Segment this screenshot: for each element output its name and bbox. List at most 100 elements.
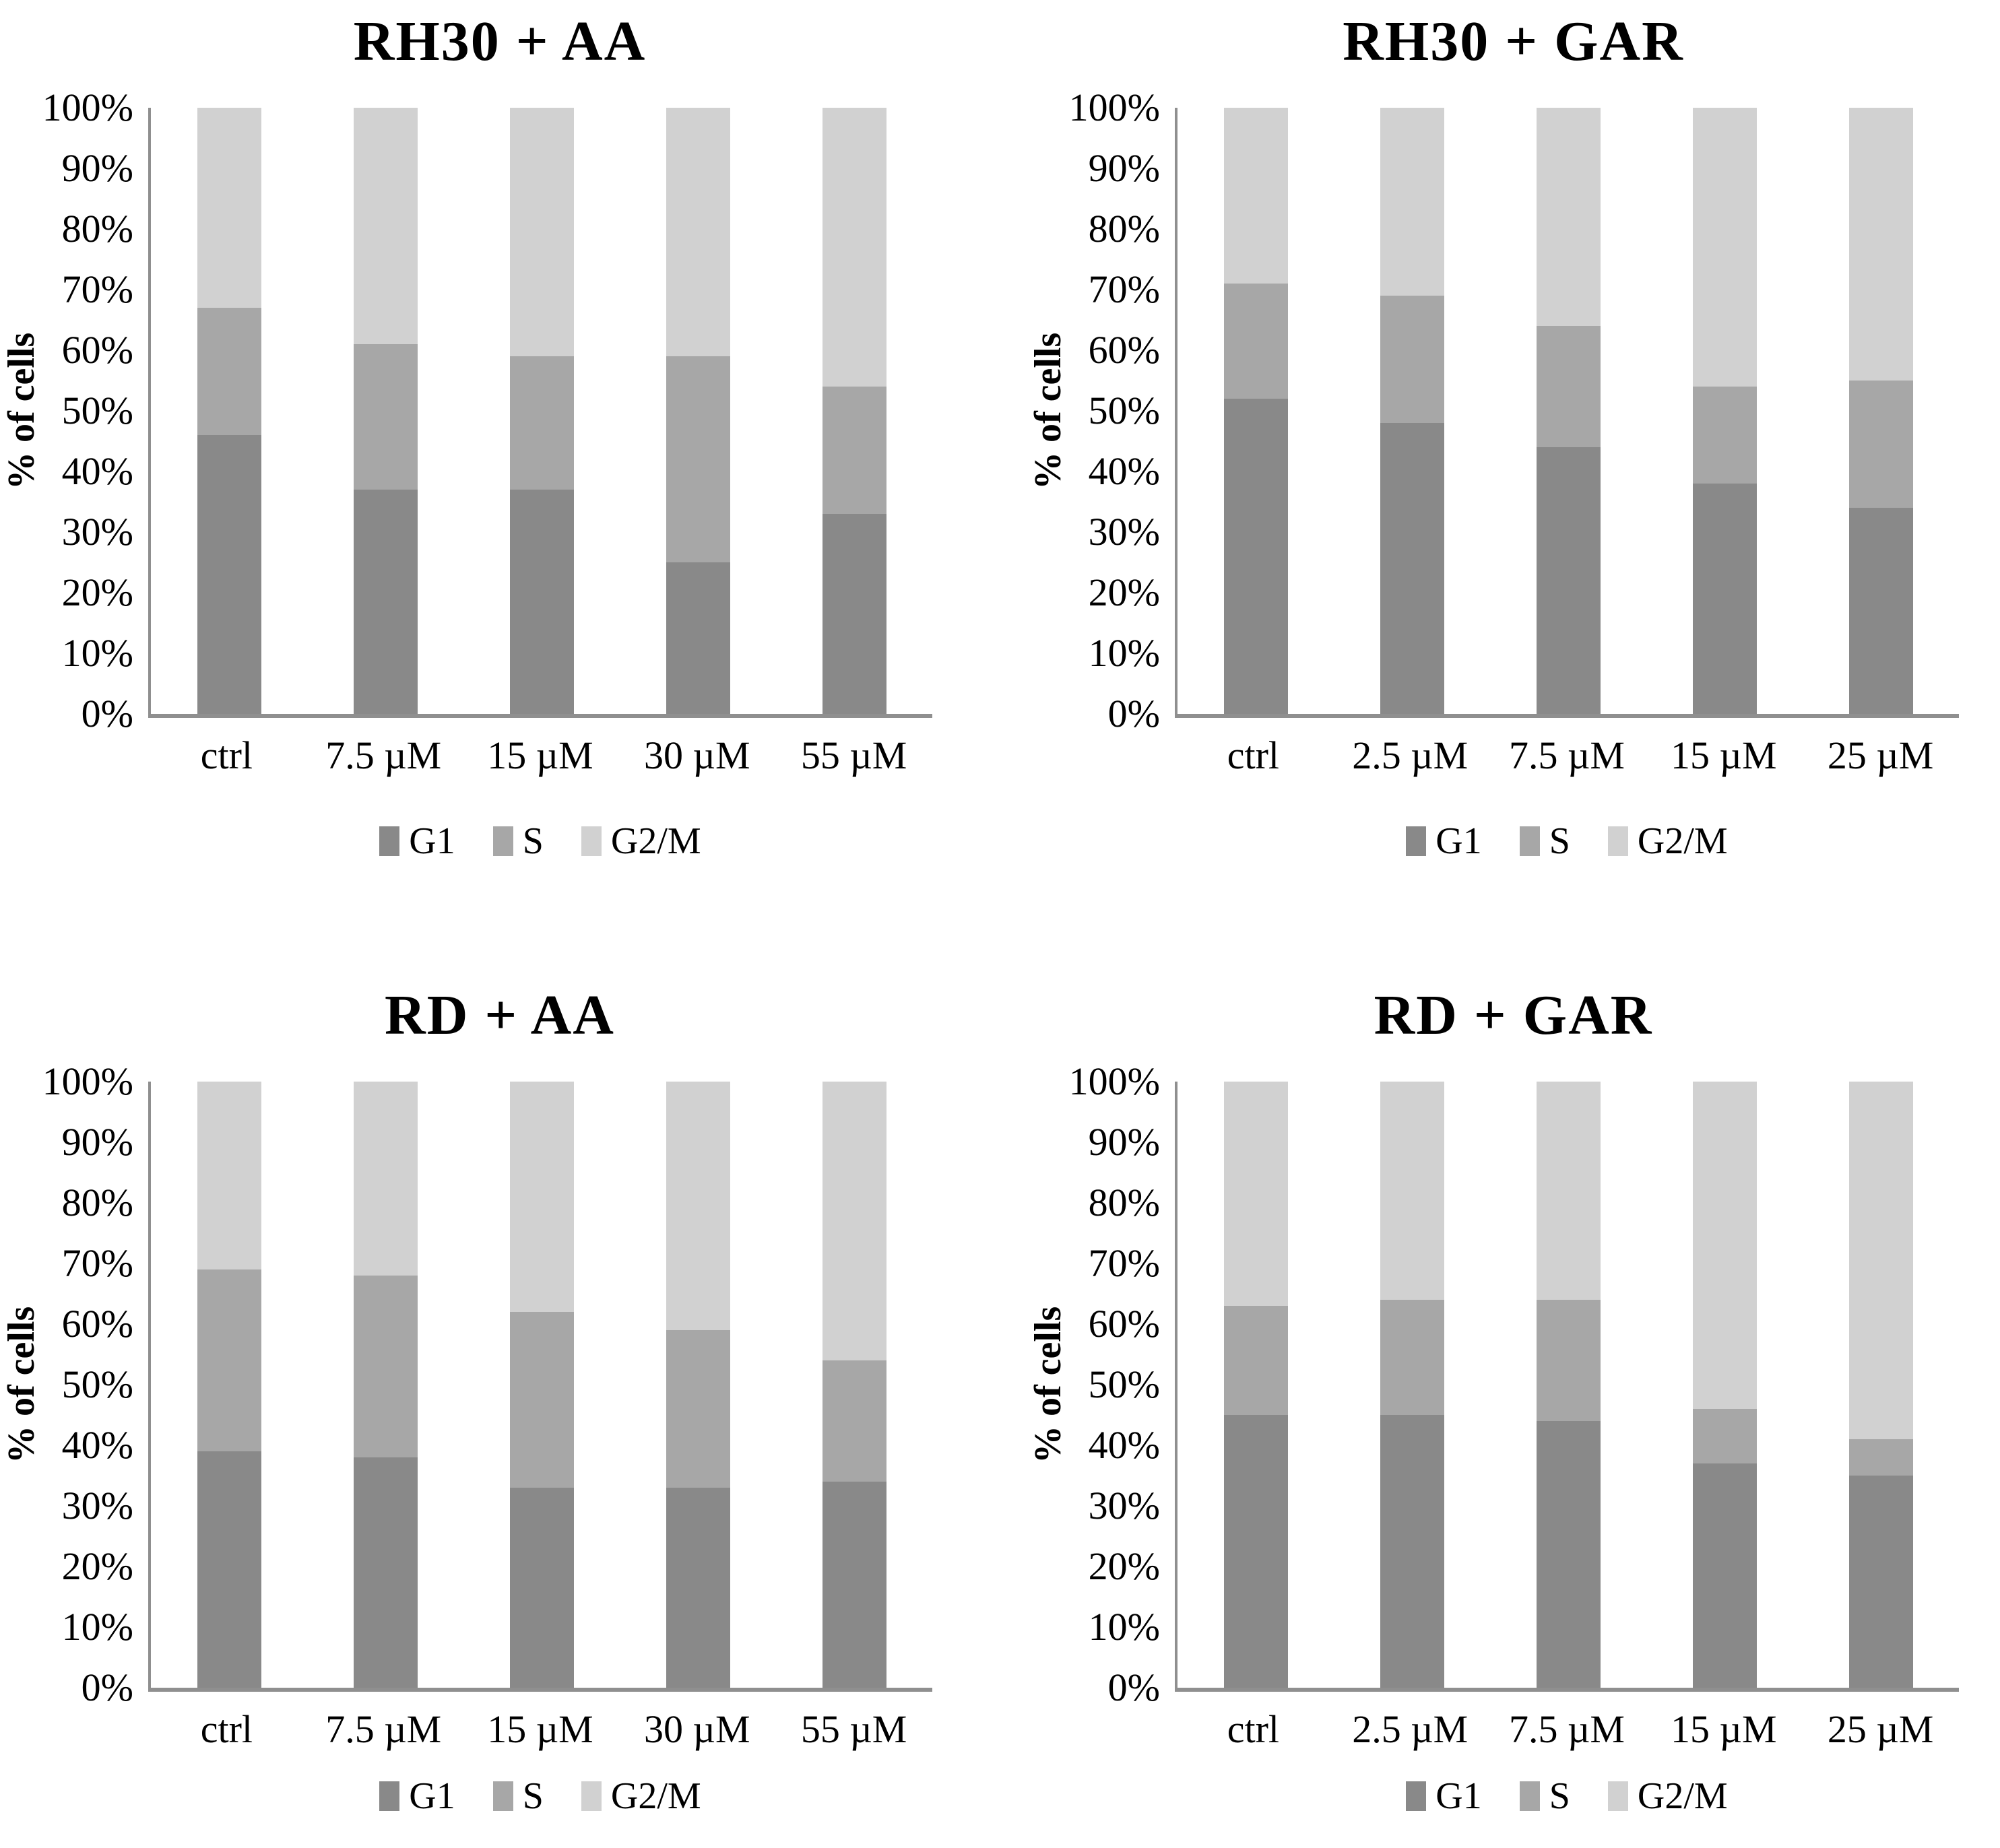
legend-label-g1: G1 (1436, 820, 1482, 863)
y-tick-label: 40% (61, 449, 133, 494)
bar-segment-g1 (1380, 423, 1444, 715)
bar-segment-g2m (1380, 1082, 1444, 1300)
y-tick-label: 20% (61, 570, 133, 615)
x-category-label: 15 µM (487, 1707, 593, 1752)
stacked-bar-55m (822, 108, 886, 715)
x-category-label: 15 µM (1671, 733, 1777, 778)
bar-segment-s (1848, 1439, 1913, 1476)
legend-swatch-g2m (581, 826, 602, 857)
bar-slot (307, 1082, 463, 1688)
plot-area (148, 1082, 932, 1692)
y-tick-label: 10% (1088, 1605, 1160, 1649)
bar-slot (1803, 1082, 1959, 1688)
bar-segment-s (353, 344, 418, 490)
stacked-bar-75m (1536, 1082, 1601, 1688)
stacked-bar-75m (353, 108, 418, 715)
bar-segment-g2m (666, 1082, 730, 1331)
bar-segment-s (1848, 381, 1913, 508)
legend-label-g2m: G2/M (1637, 820, 1728, 863)
bar-segment-s (1223, 284, 1288, 399)
stacked-bar-15m (509, 1082, 574, 1688)
bar-segment-s (666, 1330, 730, 1488)
y-tick-label: 40% (1088, 449, 1160, 494)
bar-slot (620, 108, 776, 715)
legend: G1 S G2/M (1175, 820, 1959, 863)
legend: G1 S G2/M (1175, 1775, 1959, 1818)
legend-label-g2m: G2/M (1637, 1775, 1728, 1818)
stacked-bar-75m (1536, 108, 1601, 715)
bar-segment-s (666, 356, 730, 563)
y-axis-label: % of cells (1, 1306, 42, 1464)
chart-title-rh30-gar: RH30 + GAR (1343, 10, 1684, 73)
legend-item-s: S (492, 1775, 544, 1818)
y-tick-label: 70% (1088, 267, 1160, 312)
bar-slot (1646, 108, 1803, 715)
stacked-bar-55m (822, 1082, 886, 1688)
bar-segment-g2m (822, 108, 886, 387)
plot-row: % of cells 0% 10% 20% 30% 40% 50% 60% 70% 80% 90% 1… (1027, 1062, 2000, 1707)
bar-slot (1490, 108, 1646, 715)
bar-segment-s (822, 387, 886, 515)
bar-segment-g1 (822, 514, 886, 715)
x-category-label: 7.5 µM (325, 733, 442, 778)
bar-slot (463, 108, 620, 715)
bar-segment-g1 (1223, 399, 1288, 715)
x-category-label: ctrl (200, 1707, 253, 1752)
legend-label-g2m: G2/M (610, 820, 701, 863)
bar-segment-g2m (1536, 1082, 1601, 1300)
x-category-label: 2.5 µM (1352, 1707, 1469, 1752)
y-tick-label: 10% (61, 1605, 133, 1649)
y-axis-label: % of cells (1027, 332, 1069, 490)
y-tick-label: 50% (1088, 389, 1160, 433)
stacked-bar-25m (1848, 1082, 1913, 1688)
y-tick-label: 0% (81, 1665, 133, 1710)
x-category-label: 2.5 µM (1352, 733, 1469, 778)
bar-segment-g2m (1848, 1082, 1913, 1440)
bar-slot (1334, 1082, 1490, 1688)
y-tick-label: 70% (61, 1241, 133, 1286)
stacked-bar-75m (353, 1082, 418, 1688)
y-tick-label: 40% (1088, 1423, 1160, 1467)
y-tick-label: 30% (1088, 1484, 1160, 1528)
x-category-label: 15 µM (1671, 1707, 1777, 1752)
y-tick-label: 20% (61, 1544, 133, 1589)
y-axis: 0% 10% 20% 30% 40% 50% 60% 70% 80% 90% 100% (42, 88, 148, 733)
bar-segment-s (1536, 326, 1601, 448)
bar-segment-s (822, 1360, 886, 1482)
plot-row: % of cells 0% 10% 20% 30% 40% 50% 60% 70% 80% 90% 1… (1027, 88, 2000, 733)
bar-segment-g2m (197, 1082, 261, 1270)
bar-segment-g1 (1692, 1463, 1757, 1688)
y-tick-label: 30% (61, 510, 133, 554)
bar-segment-s (197, 1269, 261, 1452)
legend: G1 S G2/M (148, 1775, 932, 1818)
plot-row: % of cells 0% 10% 20% 30% 40% 50% 60% 70% 80% 90% 1… (0, 88, 1000, 733)
bar-segment-g1 (197, 1451, 261, 1688)
y-tick-label: 50% (61, 389, 133, 433)
legend-item-g2m: G2/M (1607, 1775, 1728, 1818)
legend-item-g1: G1 (1406, 1775, 1482, 1818)
legend-label-g1: G1 (409, 1775, 455, 1818)
chart-title-rh30-aa: RH30 + AA (353, 10, 647, 73)
legend-swatch-s (492, 1781, 513, 1812)
y-tick-label: 40% (61, 1423, 133, 1467)
x-category-label: 25 µM (1827, 1707, 1934, 1752)
bar-segment-g1 (666, 1488, 730, 1688)
bar-slot (1490, 1082, 1646, 1688)
stacked-bar-15m (1692, 1082, 1757, 1688)
legend-swatch-g1 (1406, 826, 1427, 857)
y-axis: 0% 10% 20% 30% 40% 50% 60% 70% 80% 90% 100% (1069, 1062, 1175, 1707)
y-tick-label: 20% (1088, 570, 1160, 615)
x-category-label: 30 µM (644, 733, 750, 778)
bar-slot (151, 108, 307, 715)
y-tick-label: 80% (61, 207, 133, 251)
bar-segment-g2m (1223, 1082, 1288, 1307)
bar-segment-g1 (353, 490, 418, 715)
bar-segment-g1 (822, 1482, 886, 1688)
y-axis: 0% 10% 20% 30% 40% 50% 60% 70% 80% 90% 100% (42, 1062, 148, 1707)
y-tick-label: 100% (42, 1059, 133, 1104)
legend-item-g1: G1 (379, 1775, 455, 1818)
y-tick-label: 70% (1088, 1241, 1160, 1286)
plot-area (1175, 1082, 1959, 1692)
bar-segment-s (1692, 387, 1757, 484)
